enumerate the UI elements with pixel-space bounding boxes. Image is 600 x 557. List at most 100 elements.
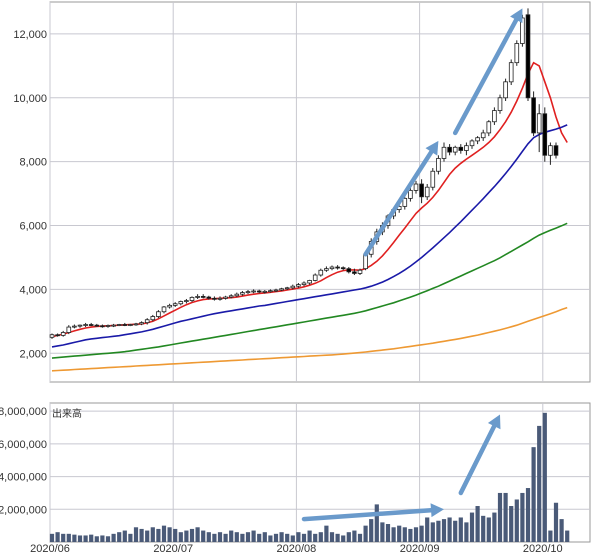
volume-bar: [262, 532, 267, 542]
candle-body: [212, 297, 217, 300]
volume-bar: [195, 527, 200, 542]
price-y-tick-label: 10,000: [13, 93, 47, 105]
volume-bar: [346, 532, 351, 542]
volume-bar: [408, 528, 413, 542]
candle-body: [312, 274, 318, 281]
volume-bar: [497, 492, 503, 542]
moving-average-line: [51, 124, 568, 348]
volume-bar: [413, 527, 419, 542]
volume-bar: [234, 532, 239, 542]
moving-average-line: [51, 222, 568, 359]
volume-bar: [83, 535, 88, 542]
candle-body: [178, 301, 184, 305]
volume-bar: [402, 527, 407, 542]
candle-body: [492, 110, 497, 123]
candle-body: [100, 325, 105, 328]
volume-bar: [380, 522, 385, 542]
candle-body: [525, 14, 531, 99]
candle-body: [133, 323, 139, 326]
candle-body: [514, 43, 520, 64]
volume-bar: [441, 519, 447, 542]
x-tick-label: 2020/06: [30, 543, 70, 555]
volume-bar: [201, 530, 206, 542]
volume-bar: [548, 530, 553, 542]
volume-bar: [189, 528, 195, 542]
candle-body: [55, 334, 60, 337]
candle-body: [458, 146, 464, 151]
candle-body: [223, 296, 228, 299]
candle-body: [234, 293, 240, 297]
candle-body: [324, 268, 329, 271]
price-panel: 2,000 4,000 6,000 8,000 10,000 12,000: [13, 1, 591, 383]
volume-y-tick-label: 6,000,000: [0, 439, 47, 451]
candle-body: [486, 121, 492, 134]
volume-bar: [273, 533, 279, 542]
volume-bar: [357, 533, 363, 542]
volume-bar: [509, 506, 514, 542]
volume-bar: [229, 530, 234, 542]
candle-body: [161, 306, 167, 313]
candle-body: [139, 322, 144, 325]
volume-y-tick-label: 4,000,000: [0, 472, 47, 484]
volume-bar: [369, 519, 374, 542]
volume-bar: [268, 535, 273, 542]
volume-bar: [307, 530, 312, 542]
volume-bar: [391, 527, 396, 542]
candle-body: [94, 324, 100, 327]
candle-body: [447, 146, 452, 153]
volume-bar: [374, 504, 379, 542]
volume-bar: [329, 532, 335, 542]
volume-y-tick-label: 8,000,000: [0, 406, 47, 418]
candle-body: [262, 290, 268, 293]
x-axis: 2020/06 2020/07 2020/08 2020/09 2020/10: [30, 543, 563, 555]
volume-bar: [503, 492, 508, 542]
candle-body: [464, 145, 469, 151]
volume-plot-area: [49, 402, 591, 543]
volume-bar: [145, 530, 150, 542]
candle-body: [452, 146, 458, 153]
candle-body: [49, 334, 55, 338]
x-tick-label: 2020/10: [523, 543, 563, 555]
candle-body: [189, 296, 195, 301]
volume-bar: [542, 412, 547, 542]
candle-body: [88, 324, 94, 326]
x-tick-label: 2020/08: [277, 543, 317, 555]
volume-bar: [206, 532, 211, 542]
candle-body: [66, 326, 72, 333]
volume-bar: [111, 533, 116, 542]
candle-body: [284, 287, 290, 290]
candle-body: [419, 183, 424, 198]
candle-body: [77, 324, 83, 327]
volume-bar: [156, 528, 161, 542]
volume-bar: [217, 532, 223, 542]
volume-bar: [117, 532, 122, 542]
volume-bar: [481, 515, 486, 542]
volume-bar: [184, 530, 189, 542]
volume-bar: [559, 519, 564, 542]
volume-bar: [133, 527, 139, 542]
volume-bar: [150, 527, 155, 542]
volume-panel: 2,000,000 4,000,000 6,000,000 8,000,000 出来高: [0, 402, 591, 543]
x-tick-label: 2020/09: [400, 543, 440, 555]
candle-body: [413, 183, 419, 191]
candle-body: [245, 291, 251, 294]
volume-bar: [475, 506, 480, 542]
volume-bar: [173, 528, 178, 542]
moving-average-line: [51, 306, 568, 372]
volume-bar: [385, 524, 391, 542]
candle-body: [217, 297, 223, 300]
candle-body: [296, 284, 301, 287]
volume-bar: [464, 522, 469, 542]
candle-body: [240, 292, 245, 295]
candle-body: [430, 170, 436, 188]
volume-bar: [122, 530, 127, 542]
trend-arrow-shaft: [458, 423, 497, 496]
candle-body: [553, 145, 559, 156]
volume-bar: [128, 533, 133, 542]
volume-bar: [100, 535, 105, 542]
candle-body: [105, 325, 111, 327]
volume-bar: [447, 517, 452, 542]
volume-bar: [66, 533, 71, 542]
trend-arrow-shaft: [363, 149, 434, 257]
candle-body: [256, 290, 262, 293]
